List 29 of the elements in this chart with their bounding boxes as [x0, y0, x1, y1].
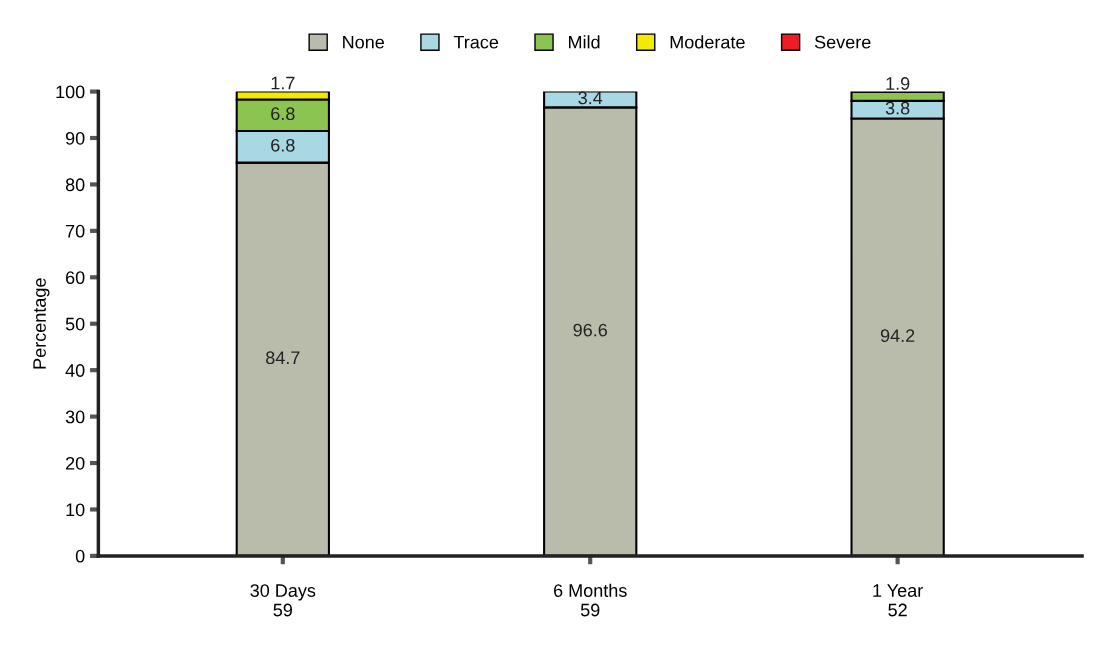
x-tick-label: 1 Year 52	[873, 584, 923, 617]
data-label: 3.8	[885, 101, 910, 115]
data-label: 96.6	[573, 323, 607, 337]
data-label: 84.7	[266, 351, 300, 365]
data-label: 94.2	[880, 329, 915, 343]
y-tick-label: 10	[66, 503, 85, 517]
legend-label: Moderate	[670, 35, 745, 49]
legend-label: Trace	[453, 35, 499, 49]
y-tick-label: 20	[66, 456, 85, 470]
x-tick-label: 30 Days 59	[250, 584, 316, 617]
y-tick-label: 80	[65, 178, 85, 192]
y-tick-label: 30	[65, 410, 85, 424]
data-label: 1.7	[271, 76, 295, 90]
legend-label: Mild	[568, 35, 600, 49]
data-label: 6.8	[271, 107, 295, 121]
y-tick-label: 0	[75, 549, 85, 563]
y-tick-label: 100	[56, 85, 85, 99]
data-label: 1.9	[886, 77, 910, 90]
data-label: 3.4	[578, 91, 603, 105]
y-tick-label: 90	[65, 131, 85, 145]
y-tick-label: 70	[66, 224, 85, 238]
x-tick-label: 6 Months 59	[554, 583, 627, 617]
y-tick-label: 50	[65, 317, 85, 331]
legend-label: Severe	[814, 35, 871, 49]
legend-label: None	[343, 35, 384, 49]
y-tick-label: 40	[65, 364, 85, 377]
data-label: 6.8	[271, 138, 295, 152]
y-tick-label: 60	[66, 271, 85, 285]
y-axis-title: Percentage	[33, 278, 50, 369]
